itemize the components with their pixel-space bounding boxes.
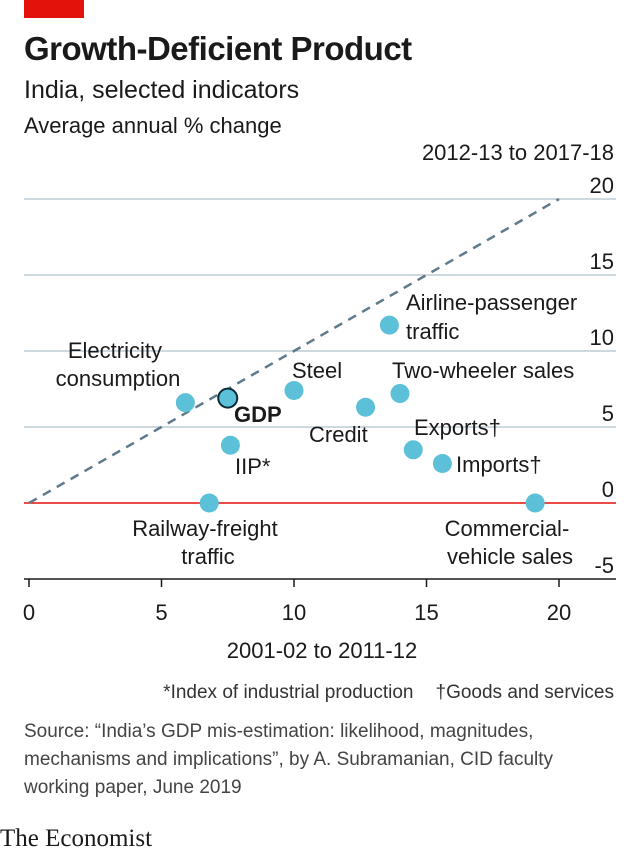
label-exports: Exports† bbox=[414, 415, 501, 440]
chart-subtitle: India, selected indicators bbox=[24, 76, 300, 104]
footnote-goods: †Goods and services bbox=[435, 682, 615, 703]
x-tick-label: 0 bbox=[23, 600, 35, 625]
point-railway-freight-traffic bbox=[199, 493, 219, 513]
scatter-chart: 20 15 10 5 0 -5 0 5 10 15 20 2012-13 to 2017-18 20… bbox=[23, 140, 616, 663]
economist-logo: The Economist bbox=[0, 825, 153, 852]
label-railway: Railway-freight traffic bbox=[132, 516, 284, 569]
footnote-iip: *Index of industrial production bbox=[163, 682, 414, 703]
label-two-wheeler: Two-wheeler sales bbox=[392, 358, 574, 383]
brand-red-tag bbox=[24, 0, 84, 18]
reference-layer bbox=[28, 197, 560, 505]
label-gdp: GDP bbox=[234, 402, 282, 427]
y-tick-label: 15 bbox=[590, 249, 614, 274]
y-tick-label: 20 bbox=[590, 173, 614, 198]
reference-line-y-equals-x bbox=[28, 197, 560, 505]
source-note: Source: “India’s GDP mis-estimation: lik… bbox=[24, 721, 554, 798]
x-tick-label: 5 bbox=[155, 600, 167, 625]
grid-layer bbox=[24, 198, 616, 504]
x-tick-label: 20 bbox=[547, 600, 571, 625]
y-axis-title: 2012-13 to 2017-18 bbox=[422, 140, 614, 165]
point-exports bbox=[403, 440, 423, 460]
x-tick-label: 15 bbox=[414, 600, 438, 625]
y-tick-label: -5 bbox=[594, 553, 614, 578]
point-gdp bbox=[217, 387, 239, 409]
y-tick-label: 0 bbox=[602, 477, 614, 502]
point-layer bbox=[175, 315, 545, 513]
label-imports: Imports† bbox=[456, 452, 542, 477]
label-credit: Credit bbox=[309, 422, 368, 447]
point-credit bbox=[356, 397, 376, 417]
point-imports bbox=[432, 453, 452, 473]
axis-layer: 20 15 10 5 0 -5 0 5 10 15 20 bbox=[23, 173, 616, 625]
y-tick-label: 10 bbox=[590, 325, 614, 350]
x-tick-label: 10 bbox=[282, 600, 306, 625]
label-iip: IIP* bbox=[235, 454, 271, 479]
point-electricity-consumption bbox=[175, 393, 195, 413]
label-electricity: Electricity consumption bbox=[56, 338, 181, 391]
point-two-wheeler-sales bbox=[390, 384, 410, 404]
point-airline-passenger-traffic bbox=[379, 315, 399, 335]
point-labels: Electricity consumption GDP IIP* Steel C… bbox=[56, 290, 583, 569]
x-axis-title: 2001-02 to 2011-12 bbox=[227, 638, 417, 663]
chart-unit-label: Average annual % change bbox=[24, 113, 282, 138]
label-steel: Steel bbox=[292, 358, 342, 383]
label-airline: Airline-passenger traffic bbox=[406, 290, 583, 344]
y-tick-label: 5 bbox=[602, 401, 614, 426]
point-steel bbox=[284, 381, 304, 401]
point-commercial-vehicle-sales bbox=[525, 493, 545, 513]
chart-title: Growth-Deficient Product bbox=[24, 30, 412, 67]
point-iip bbox=[220, 435, 240, 455]
label-commercial: Commercial- vehicle sales bbox=[445, 516, 576, 569]
footnotes: *Index of industrial production †Goods an… bbox=[163, 682, 614, 704]
